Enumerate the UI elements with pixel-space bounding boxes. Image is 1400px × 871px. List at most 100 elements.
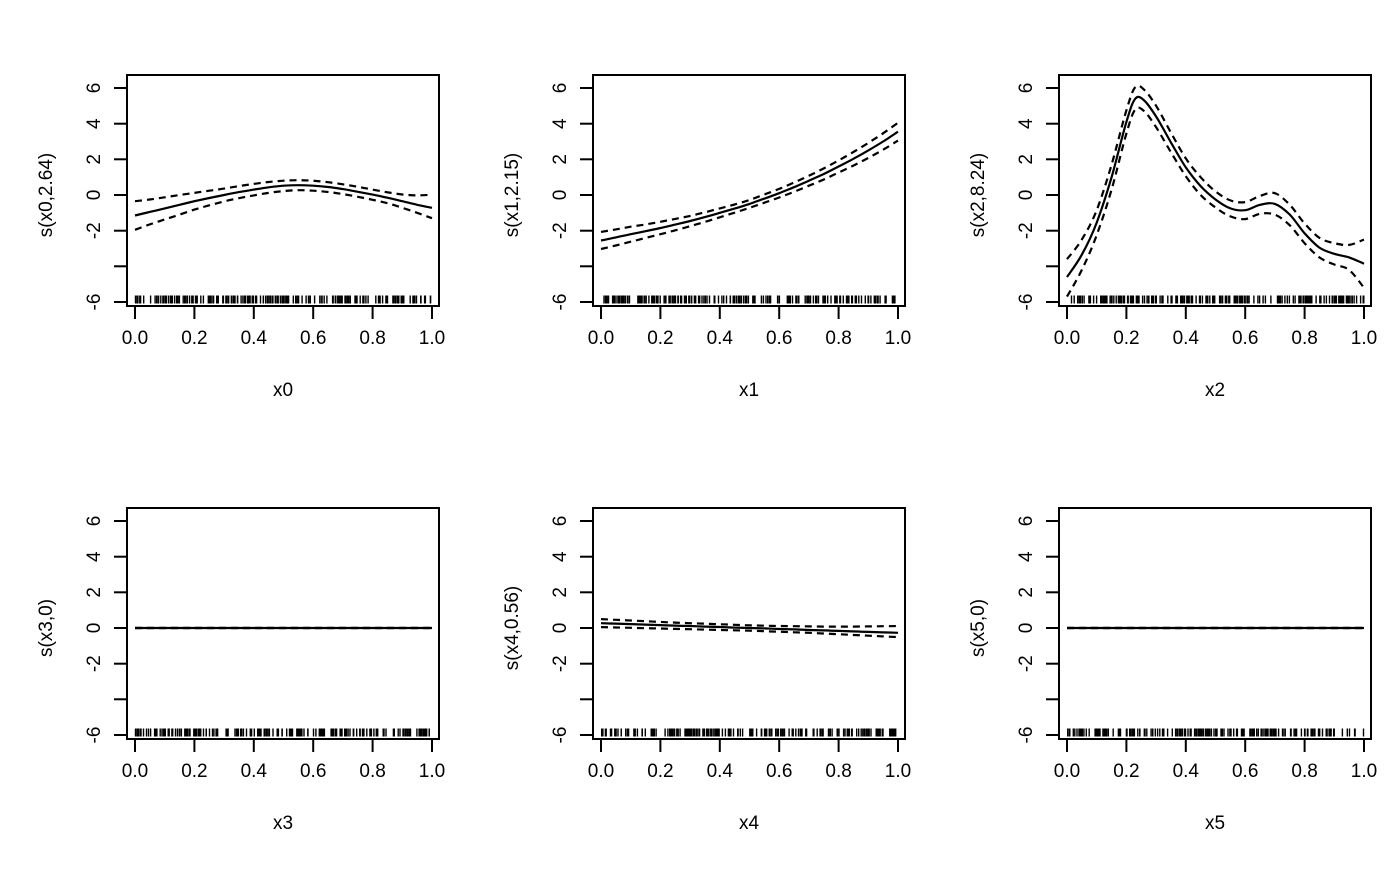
x-tick-label: 0.6 xyxy=(300,761,326,782)
upper-ci-line xyxy=(600,121,899,233)
y-tick-label: 4 xyxy=(1016,551,1037,562)
x-tick-label: 0.8 xyxy=(1291,328,1317,349)
gam-smooth-panel-x3: 0.0 0.2 0.4 0.6 0.8 1.0 6 4 2 0 -2 -6 s(x3,0) x3 xyxy=(0,433,466,866)
y-tick-label: 2 xyxy=(1016,154,1037,165)
plot-box xyxy=(1058,74,1372,307)
plot-box xyxy=(592,507,906,740)
x-tick-label: 0.2 xyxy=(1113,761,1139,782)
x-tick-label: 0.8 xyxy=(1291,761,1317,782)
x-tick-label: 0.0 xyxy=(122,761,148,782)
y-tick-label: 2 xyxy=(550,587,571,598)
x-tick-label: 1.0 xyxy=(419,761,445,782)
plot-box xyxy=(1058,507,1372,740)
y-tick-label: 4 xyxy=(550,551,571,562)
lower-ci-line xyxy=(1066,106,1365,298)
y-tick-label: 6 xyxy=(1016,516,1037,527)
y-tick-label: -6 xyxy=(1016,727,1037,744)
y-tick-label: 0 xyxy=(550,623,571,634)
y-tick-label: 6 xyxy=(84,83,105,94)
x-tick-label: 0.0 xyxy=(588,761,614,782)
upper-ci-line xyxy=(600,618,899,628)
lower-ci-line xyxy=(134,189,433,231)
x-tick-label: 0.4 xyxy=(1173,328,1200,349)
rug xyxy=(600,728,897,737)
y-tick-label: 6 xyxy=(1016,83,1037,94)
rug xyxy=(134,728,430,737)
x-tick-label: 0.6 xyxy=(300,328,326,349)
y-axis: 6 4 2 0 -2 -6 xyxy=(550,516,593,743)
rug xyxy=(603,295,896,304)
y-axis: 6 4 2 0 -2 -6 xyxy=(84,516,127,744)
plot-box xyxy=(126,74,440,307)
y-tick-label: 4 xyxy=(550,118,571,129)
y-tick-label: 0 xyxy=(1016,190,1037,201)
rug xyxy=(1070,295,1365,304)
x-axis-title: x1 xyxy=(739,380,759,401)
fit-line xyxy=(600,130,899,242)
upper-ci-line xyxy=(1066,84,1365,260)
fit-line xyxy=(134,184,433,217)
plot-x5: 0.0 0.2 0.4 0.6 0.8 1.0 6 4 2 0 -2 -6 s(x5,0) x5 xyxy=(968,507,1377,834)
y-tick-label: 4 xyxy=(84,551,105,562)
gam-smooth-panel-x4: 0.0 0.2 0.4 0.6 0.8 1.0 6 4 2 0 -2 -6 s(x4,0.56) x4 xyxy=(466,433,932,866)
x-tick-label: 0.6 xyxy=(766,328,792,349)
y-tick-label: 0 xyxy=(1016,623,1037,634)
y-axis-title: s(x2,8.24) xyxy=(968,153,989,237)
y-tick-label: -2 xyxy=(84,222,105,239)
y-tick-label: -6 xyxy=(84,727,105,744)
y-tick-label: -2 xyxy=(1016,222,1037,239)
x-axis-title: x3 xyxy=(273,813,293,834)
y-tick-label: 2 xyxy=(550,154,571,165)
rug xyxy=(1067,728,1365,737)
x-tick-label: 0.0 xyxy=(588,328,614,349)
gam-smooth-panel-x1: 0.0 0.2 0.4 0.6 0.8 1.0 6 4 2 0 -2 -6 s(x1,2.15) x1 xyxy=(466,0,932,433)
x-tick-label: 0.2 xyxy=(181,761,207,782)
x-axis: 0.0 0.2 0.4 0.6 0.8 1.0 xyxy=(1054,306,1377,349)
y-tick-label: 6 xyxy=(550,516,571,527)
plot-box xyxy=(592,74,906,307)
x-tick-label: 0.2 xyxy=(647,761,673,782)
y-tick-label: -2 xyxy=(550,222,571,239)
y-axis: 6 4 2 0 -2 -6 xyxy=(1016,83,1059,310)
x-axis: 0.0 0.2 0.4 0.6 0.8 1.0 xyxy=(588,739,911,782)
plot-x0: 0.0 0.2 0.4 0.6 0.8 1.0 6 4 2 0 -2 -6 s(x0,2.64) x0 xyxy=(36,74,445,401)
y-tick-label: 2 xyxy=(84,587,105,598)
y-tick-label: -6 xyxy=(550,294,571,311)
x-axis: 0.0 0.2 0.4 0.6 0.8 1.0 xyxy=(122,739,445,782)
y-tick-label: 4 xyxy=(84,118,105,129)
rug xyxy=(134,295,432,304)
x-tick-label: 0.6 xyxy=(766,761,792,782)
y-tick-label: -6 xyxy=(84,294,105,311)
y-tick-label: -2 xyxy=(1016,655,1037,672)
plot-x2: 0.0 0.2 0.4 0.6 0.8 1.0 6 4 2 0 -2 -6 s(x2,8.24) x2 xyxy=(968,74,1377,401)
plot-x3: 0.0 0.2 0.4 0.6 0.8 1.0 6 4 2 0 -2 -6 s(x3,0) x3 xyxy=(36,507,445,834)
lower-ci-line xyxy=(600,626,899,639)
x-axis: 0.0 0.2 0.4 0.6 0.8 1.0 xyxy=(1054,739,1377,782)
upper-ci-line xyxy=(134,179,433,203)
plot-x4: 0.0 0.2 0.4 0.6 0.8 1.0 6 4 2 0 -2 -6 s(x4,0.56) x4 xyxy=(502,507,911,834)
y-tick-label: 0 xyxy=(84,623,105,634)
x-tick-label: 1.0 xyxy=(1351,328,1377,349)
y-axis-title: s(x0,2.64) xyxy=(36,153,57,237)
plot-box xyxy=(126,507,440,740)
x-tick-label: 1.0 xyxy=(885,328,911,349)
y-tick-label: 2 xyxy=(1016,587,1037,598)
x-tick-label: 0.4 xyxy=(1173,761,1200,782)
x-tick-label: 1.0 xyxy=(885,761,911,782)
x-tick-label: 0.4 xyxy=(707,761,734,782)
y-tick-label: 0 xyxy=(550,190,571,201)
y-tick-label: 4 xyxy=(1016,118,1037,129)
y-axis-title: s(x1,2.15) xyxy=(502,153,523,237)
x-axis-title: x0 xyxy=(273,380,293,401)
x-axis-title: x4 xyxy=(739,813,760,834)
gam-smooth-panel-x5: 0.0 0.2 0.4 0.6 0.8 1.0 6 4 2 0 -2 -6 s(x5,0) x5 xyxy=(932,433,1398,866)
y-axis-title: s(x5,0) xyxy=(968,599,989,657)
x-tick-label: 0.8 xyxy=(825,761,851,782)
fit-line xyxy=(1066,95,1365,278)
gam-smooth-panel-x0: 0.0 0.2 0.4 0.6 0.8 1.0 6 4 2 0 -2 -6 s(x0,2.64) x0 xyxy=(0,0,466,433)
x-tick-label: 0.2 xyxy=(1113,328,1139,349)
x-tick-label: 0.4 xyxy=(241,761,268,782)
x-tick-label: 0.0 xyxy=(1054,761,1080,782)
x-tick-label: 0.6 xyxy=(1232,761,1258,782)
